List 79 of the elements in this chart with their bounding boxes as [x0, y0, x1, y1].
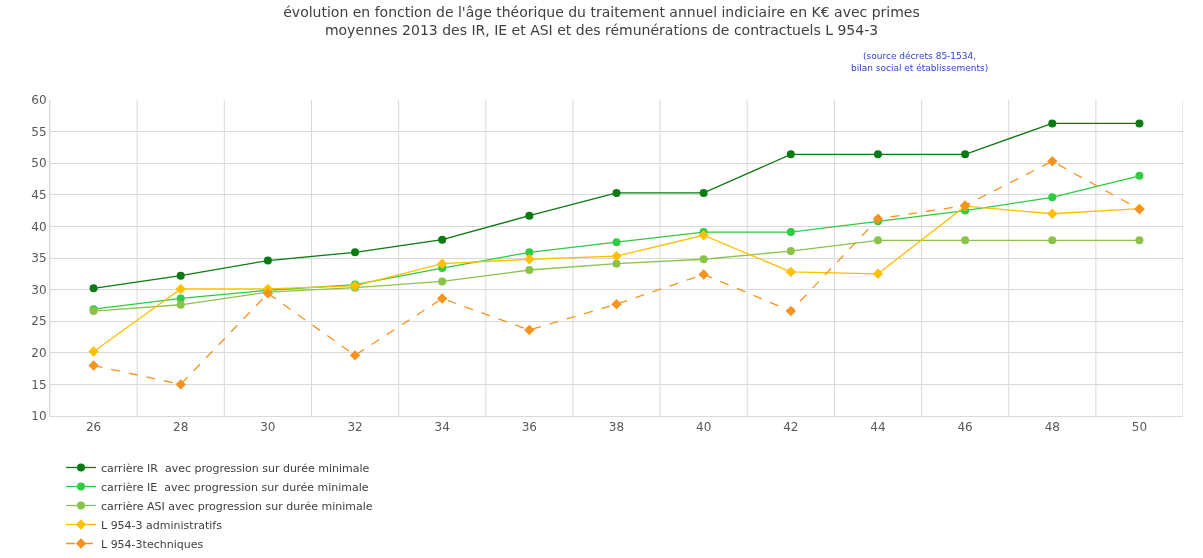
- point: [786, 150, 795, 159]
- point: [1048, 119, 1057, 128]
- y-tick-label: 55: [31, 124, 47, 139]
- point: [698, 230, 709, 241]
- point: [786, 228, 795, 237]
- point: [525, 211, 534, 220]
- point: [1135, 171, 1144, 180]
- x-tick-label: 26: [85, 420, 102, 435]
- point: [175, 283, 186, 295]
- legend-label: L 954-3techniques: [101, 537, 204, 551]
- legend-label: carrière IE avec progression sur durée minimale: [101, 480, 369, 494]
- x-tick-label: 38: [608, 420, 625, 435]
- point: [176, 300, 185, 309]
- x-tick-label: 30: [260, 420, 276, 435]
- y-tick-label: 15: [31, 377, 47, 392]
- point: [263, 256, 272, 265]
- point: [438, 235, 447, 244]
- point: [88, 360, 99, 371]
- x-tick-label: 44: [870, 420, 886, 435]
- point: [786, 247, 795, 256]
- x-tick-label: 46: [957, 420, 973, 435]
- point: [1047, 208, 1058, 219]
- text: (source décrets 85-1534, bilan social et établissements): [851, 51, 989, 73]
- legend-label: carrière IR avec progression sur durée minimale: [101, 461, 370, 475]
- point: [1048, 236, 1057, 245]
- point: [1048, 193, 1057, 202]
- point: [699, 188, 708, 197]
- y-tick-label: 20: [31, 346, 47, 360]
- point: [611, 250, 622, 262]
- x-tick-label: 40: [696, 420, 712, 435]
- y-tick-label: 45: [31, 188, 47, 202]
- point: [612, 188, 621, 197]
- point: [612, 238, 621, 247]
- point: [1047, 156, 1058, 167]
- point: [785, 266, 797, 278]
- point: [89, 284, 98, 293]
- point: [699, 255, 708, 264]
- point: [1135, 236, 1144, 245]
- point: [785, 305, 797, 317]
- y-tick-label: 40: [31, 219, 47, 234]
- x-tick-label: 48: [1044, 420, 1060, 435]
- x-tick-label: 32: [347, 420, 363, 435]
- y-tick-label: 30: [31, 282, 47, 297]
- point: [436, 293, 448, 304]
- point: [698, 269, 709, 280]
- point: [1135, 119, 1144, 128]
- point: [349, 350, 361, 361]
- y-tick-label: 25: [31, 314, 47, 329]
- point: [873, 150, 882, 159]
- y-tick-label: 50: [31, 156, 47, 171]
- point: [612, 259, 621, 268]
- point: [176, 294, 185, 303]
- point: [873, 236, 882, 245]
- legend-label: carrière ASI avec progression sur durée minimale: [101, 499, 373, 513]
- x-tick-label: 34: [434, 420, 450, 435]
- x-tick-label: 36: [521, 420, 537, 435]
- x-tick-label: 42: [783, 420, 799, 435]
- point: [525, 266, 534, 275]
- y-tick-label: 35: [31, 251, 47, 266]
- point: [961, 150, 970, 159]
- point: [961, 236, 970, 245]
- point: [351, 248, 360, 257]
- chart-title: évolution en fonction de l'âge théorique du traitement annuel indiciaire en K€ avec primes moyennes 2013 des IR, IE et ASI et des rémunérations de contractuels L 954-3: [283, 3, 920, 38]
- x-tick-label: 50: [1131, 420, 1148, 435]
- y-tick-label: 10: [31, 409, 47, 424]
- y-tick-label: 60: [31, 93, 47, 108]
- point: [88, 346, 99, 357]
- point: [438, 277, 447, 286]
- point: [176, 271, 185, 280]
- x-tick-label: 28: [173, 420, 189, 435]
- point: [524, 254, 535, 265]
- point: [524, 324, 535, 336]
- point: [872, 268, 884, 279]
- point: [436, 258, 448, 269]
- legend-label: L 954-3 administratifs: [101, 518, 223, 532]
- point: [872, 213, 884, 225]
- point: [611, 298, 622, 310]
- point: [175, 379, 186, 390]
- point: [525, 248, 534, 257]
